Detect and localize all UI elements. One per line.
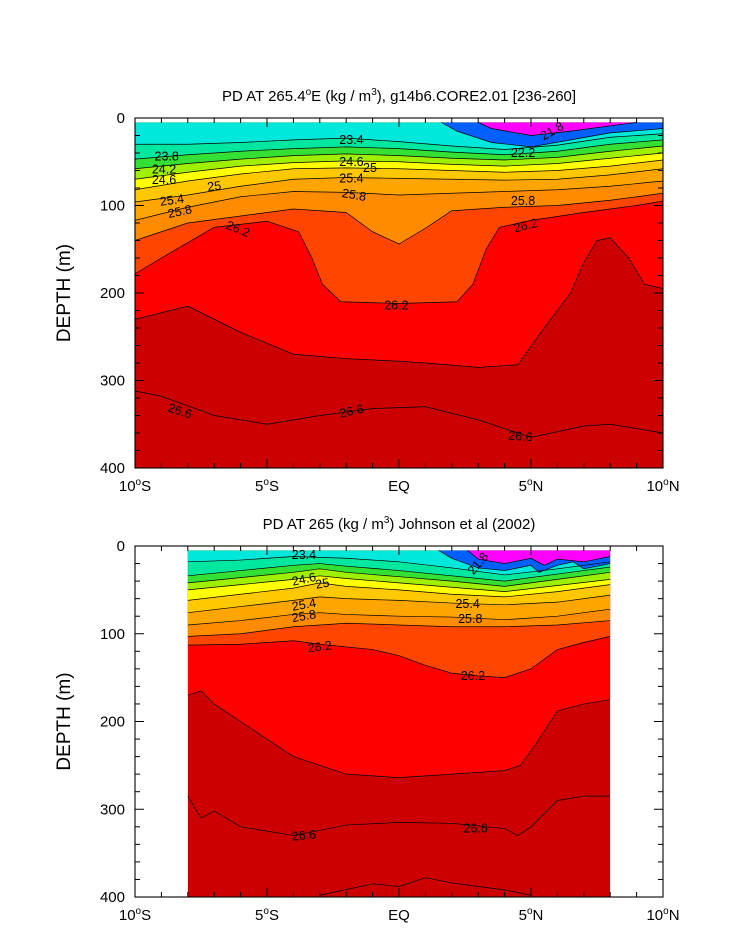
contour-24-2	[134, 145, 664, 170]
y-tick-label: 300	[100, 373, 125, 390]
contour-label: 26.6	[291, 828, 317, 844]
x-tick-label: EQ	[388, 478, 410, 495]
contour-23-8	[134, 139, 664, 160]
contour-label: 26.6	[463, 822, 487, 836]
contour-label: 23.4	[292, 548, 316, 562]
y-tick-label: 100	[100, 198, 125, 215]
contour-25	[134, 159, 664, 191]
x-tick-label: 10oS	[119, 477, 151, 495]
x-axis: 10oS 5oS EQ 5oN 10oN	[119, 118, 680, 495]
contour-label: 26.6	[338, 402, 365, 421]
panel-2: 26.6 26.626.226.225.8 25.825.4 25.42524.623…	[54, 515, 680, 924]
contour-25-4	[134, 168, 664, 203]
contour-label: 25.8	[291, 607, 317, 625]
contour-label: 25.8	[167, 202, 194, 221]
contour-24-2	[187, 568, 611, 587]
contour-label: 24.6	[339, 155, 363, 169]
contour-25-8	[187, 608, 611, 626]
y-tick-label: 200	[100, 714, 125, 731]
contour-label: 25.4	[339, 171, 363, 185]
contour-lines	[187, 550, 611, 896]
contour-label: 24.6	[152, 173, 176, 187]
y-tick-label: 300	[100, 801, 125, 818]
contour-label: 25	[314, 576, 330, 592]
contour-26-2	[187, 636, 611, 678]
y-tick-label: 400	[100, 889, 125, 906]
contour-23-8	[187, 563, 611, 582]
contour-label: 24.2	[152, 163, 176, 177]
contour-label: 26.2	[461, 669, 485, 683]
contour-label: 25.4	[159, 192, 185, 209]
contour-25-4	[187, 594, 611, 614]
band-magenta	[467, 550, 611, 566]
contour-label: 25.8	[511, 194, 535, 208]
contour-26-2	[134, 200, 664, 304]
y-tick-label: 0	[117, 110, 125, 127]
x-tick-label: 10oS	[119, 906, 151, 924]
contour-24-6	[187, 575, 611, 592]
y-tick-label: 100	[100, 626, 125, 643]
contour-label: 25.8	[458, 612, 482, 626]
contour-label: 24.6	[291, 570, 318, 589]
contour-26	[134, 192, 664, 245]
contour-26-6	[187, 795, 611, 836]
y-axis-label: DEPTH (m)	[54, 244, 75, 342]
x-tick-label: 5oS	[255, 477, 279, 495]
y-axis-label: DEPTH (m)	[54, 672, 75, 770]
contour-21-8	[478, 122, 637, 136]
contour-label: 25	[363, 161, 377, 175]
contour-24-6	[134, 152, 664, 180]
x-tick-label: 5oN	[519, 477, 544, 495]
contour-label: 25	[207, 179, 222, 194]
chart-title: PD AT 265 (kg / m3) Johnson et al (2002)	[263, 515, 536, 533]
contour-fill	[187, 550, 611, 897]
contour-label: 25.4	[291, 596, 317, 614]
contour-label: 25.4	[455, 597, 479, 611]
contour-fill	[135, 122, 663, 468]
x-tick-label: 10oN	[646, 477, 679, 495]
contour-23-4	[135, 133, 664, 150]
contour-label: 26.6	[508, 429, 533, 445]
y-axis: 0 100 200 300 400	[100, 110, 663, 477]
y-tick-label: 200	[100, 285, 125, 302]
contour-lines	[134, 122, 664, 438]
contour-label: 22.2	[511, 146, 535, 160]
contour-label: 23.4	[339, 133, 363, 147]
x-tick-label: 5oS	[255, 906, 279, 924]
contour-label: 23.8	[155, 150, 179, 164]
x-tick-label: 10oN	[646, 906, 679, 924]
x-tick-label: 5oN	[519, 906, 544, 924]
contour-23-4	[187, 556, 611, 576]
contour-label: 25.8	[341, 186, 367, 204]
panel-1: 26.6 26.626.626.226.226.225.825.8 25.825.4…	[54, 87, 680, 495]
contour-22-2	[438, 550, 611, 573]
contour-26-4	[187, 690, 611, 779]
contour-label: 26.2	[512, 216, 539, 235]
contour-label: 26.2	[307, 638, 333, 655]
band-magenta	[478, 122, 637, 136]
contour-26-8	[319, 877, 532, 896]
contour-25-8	[134, 180, 664, 221]
contour-25	[187, 582, 611, 601]
contour-22-2	[441, 122, 664, 148]
x-tick-label: EQ	[388, 907, 410, 924]
x-axis: 10oS 5oS EQ 5oN 10oN	[119, 546, 680, 924]
y-tick-label: 400	[100, 460, 125, 477]
y-axis: 0 100 200 300 400	[100, 538, 663, 906]
contour-26	[187, 620, 611, 637]
contour-26-4	[134, 237, 664, 368]
contour-label: 26.2	[384, 298, 408, 312]
contour-26-6	[134, 390, 664, 438]
contour-21-8	[467, 550, 611, 566]
chart-title: PD AT 265.4oE (kg / m3), g14b6.CORE2.01 …	[222, 87, 576, 105]
y-tick-label: 0	[117, 538, 125, 555]
